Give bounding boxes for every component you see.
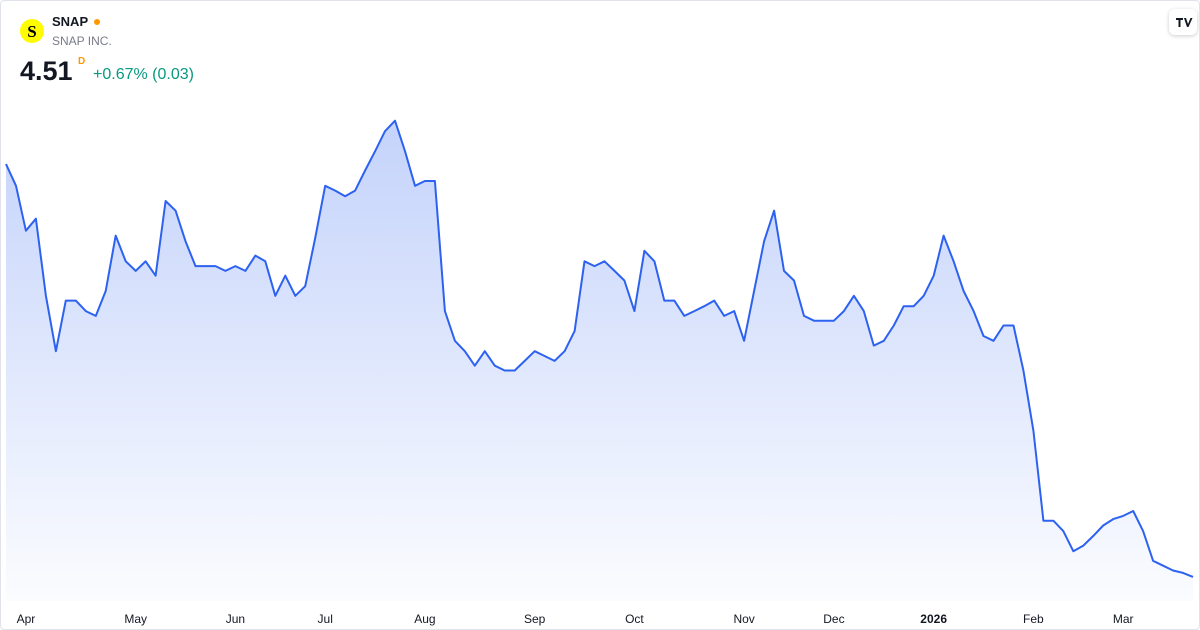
tv-logo-icon — [1176, 18, 1193, 27]
symbol: SNAP — [52, 14, 89, 29]
price: 4.51 — [20, 56, 73, 86]
x-tick-label: Nov — [733, 612, 754, 626]
price-line — [5, 119, 1194, 578]
tv-logo[interactable] — [1169, 9, 1197, 35]
x-tick-label: Jul — [318, 612, 333, 626]
x-tick-label: Mar — [1113, 612, 1134, 626]
x-tick-label: Feb — [1023, 612, 1044, 626]
logo: S — [20, 19, 44, 43]
x-tick-label: Apr — [17, 612, 36, 626]
area-fill — [6, 120, 1193, 601]
x-tick-label: Aug — [414, 612, 435, 626]
interval: D — [78, 56, 86, 67]
x-tick-label: Sep — [524, 612, 546, 626]
x-tick-label: Dec — [823, 612, 844, 626]
company: SNAP INC. — [52, 34, 112, 48]
x-tick-label: Jun — [226, 612, 245, 626]
x-tick-label: 2026 — [920, 612, 947, 626]
status-dot — [94, 19, 100, 25]
change: +0.67% (0.03) — [93, 66, 194, 83]
x-tick-label: Oct — [625, 612, 644, 626]
x-tick-label: May — [124, 612, 147, 626]
